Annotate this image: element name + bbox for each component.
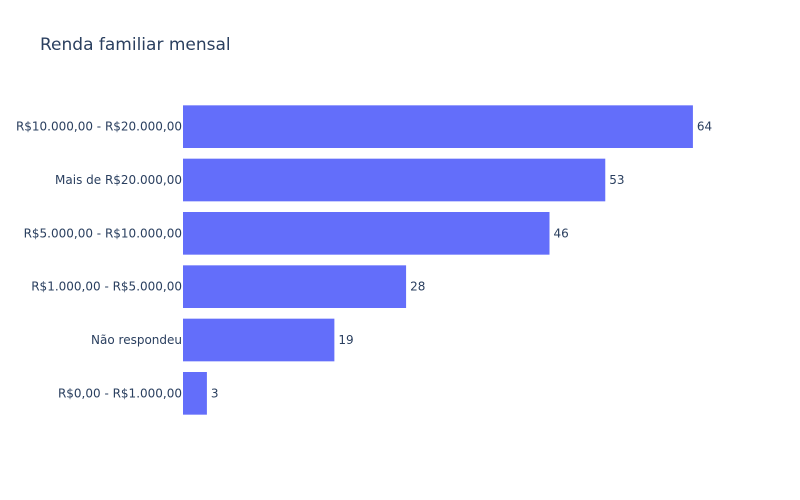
y-tick-label: Mais de R$20.000,00	[55, 173, 182, 187]
bar-value-label: 64	[697, 120, 712, 134]
y-tick-label: Não respondeu	[91, 333, 182, 347]
bar[interactable]	[183, 318, 335, 362]
bar[interactable]	[183, 212, 550, 255]
bars-group	[183, 105, 693, 415]
y-tick-label: R$1.000,00 - R$5.000,00	[31, 280, 182, 294]
y-tick-label: R$5.000,00 - R$10.000,00	[24, 226, 182, 240]
y-tick-label: R$0,00 - R$1.000,00	[58, 386, 182, 400]
chart-title: Renda familiar mensal	[40, 35, 231, 55]
bar-value-label: 3	[211, 386, 219, 400]
bar[interactable]	[183, 158, 606, 202]
bar[interactable]	[183, 372, 207, 415]
bar[interactable]	[183, 265, 407, 308]
bar[interactable]	[183, 105, 693, 148]
data-labels: 64 53 46 28 19 3	[211, 120, 712, 401]
bar-value-label: 53	[609, 173, 624, 187]
y-tick-label: R$10.000,00 - R$20.000,00	[16, 120, 182, 134]
bar-value-label: 46	[553, 226, 568, 240]
bar-value-label: 19	[338, 333, 353, 347]
y-axis-tick-labels: R$10.000,00 - R$20.000,00 Mais de R$20.00…	[16, 120, 182, 401]
bar-value-label: 28	[410, 280, 425, 294]
